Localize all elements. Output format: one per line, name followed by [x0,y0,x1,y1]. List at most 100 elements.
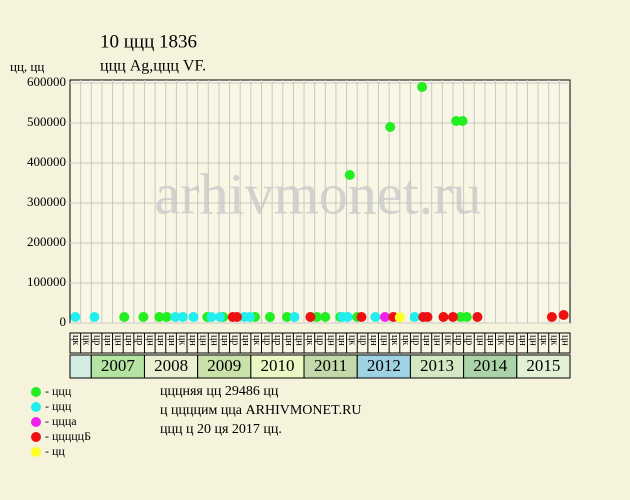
month-label: цн [379,335,390,346]
data-point [289,312,300,322]
month-label: цн [219,335,230,346]
y-tick-label: 100000 [27,274,66,289]
month-label: цр [464,335,475,345]
data-point [244,312,255,322]
legend-label: - ццц [45,384,72,398]
data-point [138,312,149,322]
data-point [558,310,569,320]
month-label: цр [230,335,241,345]
data-point [409,312,420,322]
month-label: цк [538,335,549,345]
month-label: цк [176,335,187,345]
month-label: цн [421,335,432,346]
y-tick-label: 600000 [27,74,66,89]
month-label: цк [70,335,81,345]
month-label: цр [453,335,464,345]
y-axis-label: цц, цц [10,59,44,74]
data-point [265,312,275,322]
month-label: цр [506,335,517,345]
month-label: цк [304,335,315,345]
month-label: цк [442,335,453,345]
month-label: цр [272,335,283,345]
data-point [417,82,428,92]
month-label: цн [485,335,496,346]
data-point [422,312,433,322]
data-point [356,312,367,322]
year-label: 2007 [101,356,136,375]
data-point [305,312,316,322]
year-label: 2010 [260,356,294,375]
month-label: цн [293,335,304,346]
month-label: цн [283,335,294,346]
month-label: цн [102,335,113,346]
data-point [546,312,557,322]
legend-marker [31,447,41,457]
watermark: arhivmonet.ru [155,161,482,226]
month-label: цк [496,335,507,345]
month-label: цр [315,335,326,345]
note: цццняя цц 29486 цц [160,384,279,399]
data-point [447,312,458,322]
year-label: 2013 [420,356,454,375]
month-label: цн [517,335,528,346]
legend-marker [31,402,41,412]
data-point [206,312,217,322]
legend-label: - ццц [45,399,72,413]
month-label: цр [410,335,421,345]
legend-label: - ццца [45,414,77,428]
y-tick-label: 200000 [27,234,66,249]
data-point [215,312,225,322]
data-point [89,312,100,322]
legend-marker [31,432,41,442]
month-label: цр [91,335,102,345]
month-label: цн [527,335,538,346]
month-row [69,332,571,354]
month-label: цр [262,335,273,345]
data-point [461,312,472,322]
data-point [154,312,165,322]
month-label: цк [549,335,560,345]
legend-marker [31,387,41,397]
month-label: цр [357,335,368,345]
month-label: цн [144,335,155,346]
data-point [438,312,449,322]
y-tick-label: 0 [60,314,67,329]
month-label: цн [474,335,485,346]
chart-subtitle: ццц Ag,ццц VF. [100,58,206,75]
month-label: цн [240,335,251,346]
note: ц ццццим цца ARHIVMONET.RU [160,403,362,418]
data-point [457,116,468,126]
month-label: цк [81,335,92,345]
month-label: цн [208,335,219,346]
data-point [320,312,331,322]
data-point [282,312,293,322]
month-label: цн [432,335,443,346]
data-point [119,312,130,322]
month-label: цн [368,335,379,346]
year-label: 2014 [473,356,508,375]
year-label: 2009 [207,356,241,375]
legend-label: - цццццБ [45,429,91,443]
month-label: цн [325,335,336,346]
year-label: 2015 [526,356,560,375]
y-tick-label: 500000 [27,114,66,129]
year-label: 2011 [314,356,347,375]
year-cell [69,354,92,379]
year-label: 2008 [154,356,188,375]
note: ццц ц 20 ця 2017 цц. [160,422,282,437]
year-cell [516,354,571,379]
data-point [472,312,483,322]
data-point [161,312,172,322]
y-tick-label: 300000 [27,194,66,209]
year-label: 2012 [367,356,401,375]
data-point [379,312,390,322]
month-label: цр [134,335,145,345]
data-point [177,312,188,322]
month-label: цк [389,335,400,345]
data-point [170,312,181,322]
data-point [342,312,353,322]
month-label: цк [251,335,262,345]
data-point [370,312,381,322]
